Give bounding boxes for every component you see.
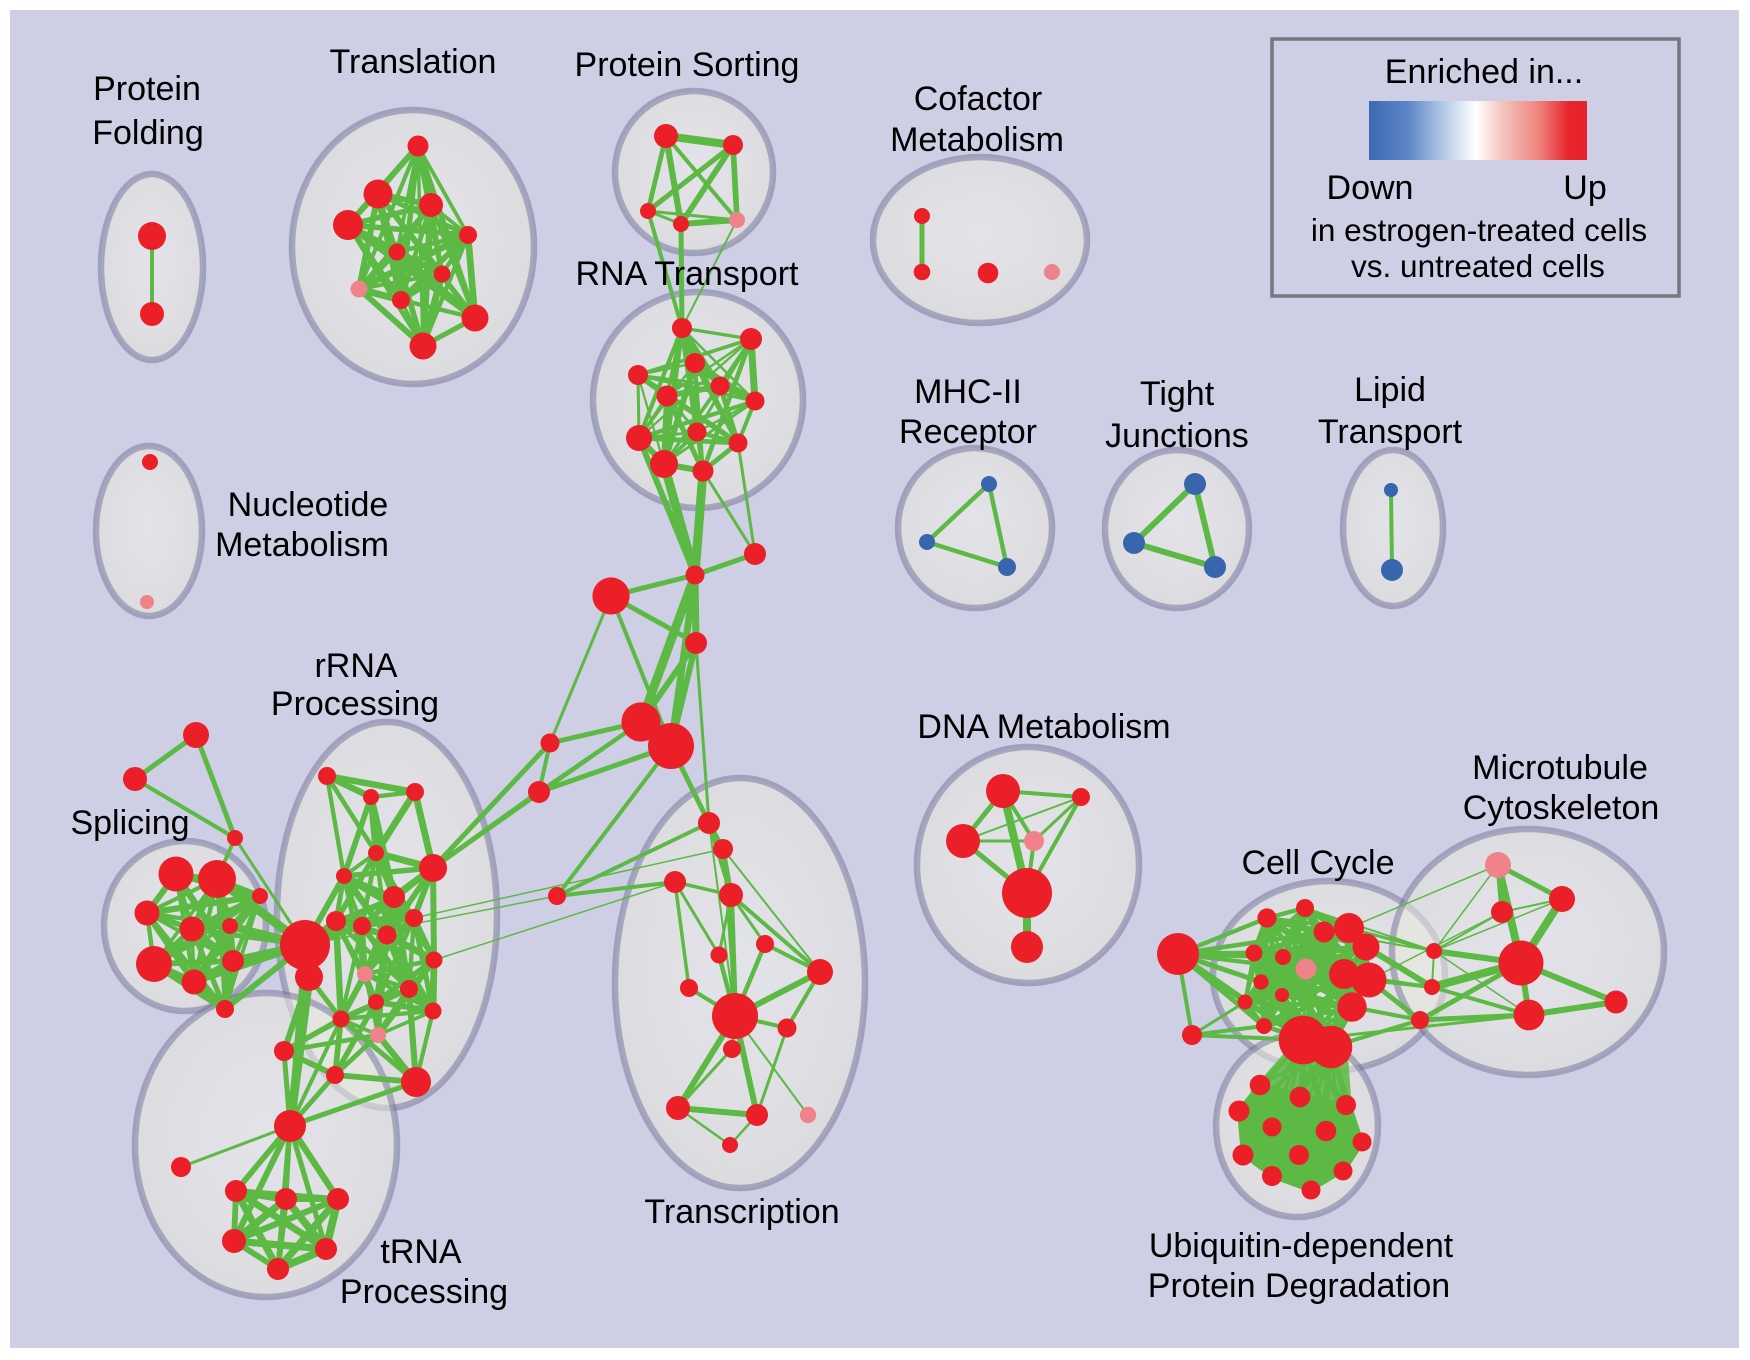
svg-text:Down: Down <box>1327 169 1414 207</box>
svg-text:vs. untreated cells: vs. untreated cells <box>1351 248 1605 284</box>
svg-text:Ubiquitin-dependent: Ubiquitin-dependent <box>1149 1227 1454 1265</box>
svg-text:Cell Cycle: Cell Cycle <box>1241 844 1394 882</box>
svg-text:Up: Up <box>1563 169 1606 207</box>
svg-text:tRNA: tRNA <box>380 1233 462 1271</box>
svg-text:Transcription: Transcription <box>644 1193 839 1231</box>
svg-text:in estrogen-treated cells: in estrogen-treated cells <box>1311 212 1647 248</box>
svg-text:Transport: Transport <box>1318 413 1463 451</box>
svg-text:Cytoskeleton: Cytoskeleton <box>1463 789 1660 827</box>
svg-text:rRNA: rRNA <box>314 647 397 685</box>
svg-text:Protein Sorting: Protein Sorting <box>575 46 800 84</box>
svg-text:Protein: Protein <box>93 70 201 108</box>
svg-text:Splicing: Splicing <box>70 804 189 842</box>
svg-text:Folding: Folding <box>92 114 204 152</box>
svg-text:DNA Metabolism: DNA Metabolism <box>917 708 1170 746</box>
svg-text:Microtubule: Microtubule <box>1472 749 1648 787</box>
svg-text:Receptor: Receptor <box>899 413 1037 451</box>
svg-text:Translation: Translation <box>330 43 497 81</box>
svg-text:Lipid: Lipid <box>1354 371 1426 409</box>
svg-text:Protein Degradation: Protein Degradation <box>1148 1267 1450 1305</box>
svg-text:Tight: Tight <box>1140 375 1215 413</box>
svg-text:Processing: Processing <box>271 685 439 723</box>
svg-text:Processing: Processing <box>340 1273 508 1311</box>
svg-text:RNA Transport: RNA Transport <box>576 255 800 293</box>
svg-text:Metabolism: Metabolism <box>890 121 1064 159</box>
svg-text:Junctions: Junctions <box>1105 417 1249 455</box>
svg-text:Enriched in...: Enriched in... <box>1385 53 1583 91</box>
svg-text:Metabolism: Metabolism <box>215 526 389 564</box>
svg-text:Cofactor: Cofactor <box>914 80 1043 118</box>
svg-text:Nucleotide: Nucleotide <box>228 486 389 524</box>
svg-text:MHC-II: MHC-II <box>914 373 1022 411</box>
